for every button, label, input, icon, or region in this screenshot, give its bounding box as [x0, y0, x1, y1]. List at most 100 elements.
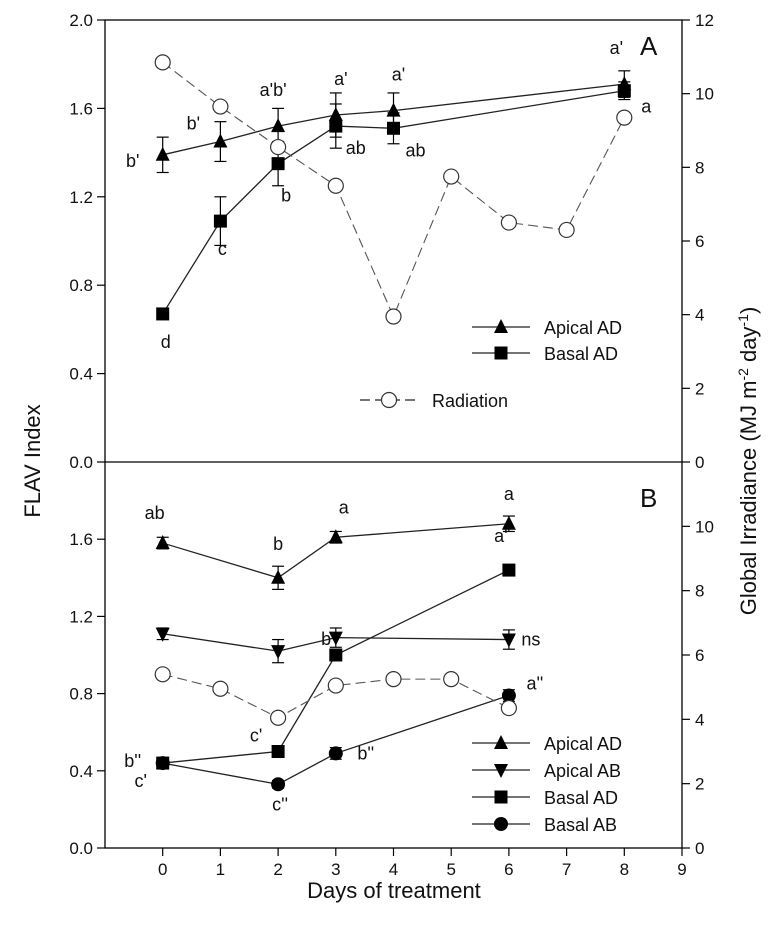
- y-axis-label-right: Global Irradiance (MJ m-2 day-1): [735, 307, 761, 616]
- significance-label: d: [161, 332, 171, 352]
- y-tick-label-right: 6: [695, 232, 704, 251]
- legend-marker: [494, 346, 508, 360]
- data-point: [271, 569, 286, 584]
- series-line: [162, 569, 510, 764]
- significance-label: b': [321, 629, 334, 649]
- y-tick-label-left: 0.4: [69, 365, 93, 384]
- legend-label: Basal AD: [544, 344, 618, 364]
- series-line: [162, 83, 625, 156]
- x-tick-label: 8: [620, 860, 629, 879]
- series-basal-ad-p1: d c b ab ab a: [156, 81, 652, 352]
- data-point: [271, 118, 286, 133]
- y-tick-label-right: 6: [695, 646, 704, 665]
- data-point: [329, 648, 343, 662]
- legend-item: Basal AD: [472, 788, 618, 808]
- x-tick-label: 0: [158, 860, 167, 879]
- y-tick-label-left: 1.6: [69, 530, 93, 549]
- legend-item: Radiation: [360, 391, 508, 411]
- y-tick-label-right: 10: [695, 517, 714, 536]
- legend-item: Apical AD: [472, 318, 622, 338]
- legend-label: Apical AD: [544, 318, 622, 338]
- significance-label: a: [504, 484, 515, 504]
- significance-label: a'b': [260, 80, 287, 100]
- significance-label: c': [250, 726, 262, 746]
- legend-label: Radiation: [432, 391, 508, 411]
- data-point: [558, 221, 575, 239]
- y-tick-label-right: 4: [695, 710, 704, 729]
- y-tick-label-left: 0.8: [69, 276, 93, 295]
- data-point: [212, 680, 229, 697]
- y-tick-label-left: 0.4: [69, 762, 93, 781]
- series-line: [162, 90, 625, 315]
- panel-label-a: A: [640, 31, 658, 61]
- data-point: [155, 756, 170, 771]
- data-point: [271, 777, 286, 792]
- legend-marker: [494, 790, 508, 804]
- data-point: [271, 745, 285, 758]
- significance-label: ab: [145, 503, 165, 523]
- legend-marker: [494, 817, 508, 831]
- y-axis-label-left: FLAV Index: [20, 404, 45, 517]
- series-line: [162, 694, 510, 785]
- data-point: [155, 627, 170, 642]
- data-point: [154, 54, 171, 71]
- data-point: [156, 307, 170, 321]
- series-apical-ab-p2: ns: [155, 627, 540, 664]
- data-point: [155, 146, 170, 161]
- x-tick-label: 9: [677, 860, 686, 879]
- y-tick-label-left: 2.0: [69, 11, 93, 30]
- x-tick-label: 5: [446, 860, 455, 879]
- y-tick-label-left: 1.6: [69, 99, 93, 118]
- x-tick-label: 2: [273, 860, 282, 879]
- significance-label: c: [218, 239, 227, 259]
- series-basal-ab-p2: c' c'' b'' a'': [134, 674, 543, 815]
- significance-label: b': [187, 114, 200, 134]
- legend-marker: [494, 735, 508, 749]
- legend-label: Apical AD: [544, 734, 622, 754]
- y-tick-label-right: 2: [695, 379, 704, 398]
- y-tick-label-left: 0.0: [69, 839, 93, 858]
- significance-label: ab: [346, 138, 366, 158]
- x-tick-label: 7: [562, 860, 571, 879]
- x-tick-label: 6: [504, 860, 513, 879]
- data-point: [502, 563, 516, 577]
- data-point: [155, 535, 170, 550]
- significance-label: a: [339, 497, 350, 517]
- series-radiation-p2: [154, 666, 517, 726]
- y-tick-label-left: 1.2: [69, 607, 93, 626]
- legend-marker: [494, 319, 508, 333]
- significance-label: b': [126, 151, 139, 171]
- data-point: [501, 633, 516, 648]
- y-tick-label-right: 0: [695, 839, 704, 858]
- x-axis-label: Days of treatment: [307, 878, 481, 903]
- significance-label: ns: [521, 630, 540, 650]
- data-point: [385, 671, 402, 688]
- legend-item: Apical AB: [472, 761, 621, 781]
- data-point: [443, 671, 460, 688]
- data-point: [500, 214, 517, 231]
- y-tick-label-left: 0.0: [69, 453, 93, 472]
- y-tick-label-left: 1.2: [69, 188, 93, 207]
- panel-label-b: B: [640, 483, 657, 513]
- legend-item: Basal AB: [472, 815, 617, 835]
- series-radiation-p1: [154, 54, 633, 325]
- series-apical-ad-p2: ab b a a: [145, 484, 516, 590]
- significance-label: a'': [526, 674, 543, 694]
- data-point: [327, 177, 344, 194]
- data-point: [328, 631, 343, 646]
- y-tick-label-right: 8: [695, 158, 704, 177]
- data-point: [328, 746, 343, 761]
- data-point: [327, 677, 344, 694]
- legend-marker: [380, 391, 398, 409]
- significance-label: b: [281, 186, 291, 206]
- y-tick-label-left: 0.8: [69, 685, 93, 704]
- data-point: [387, 121, 400, 135]
- y-tick-label-right: 8: [695, 582, 704, 601]
- significance-label: b'': [124, 751, 141, 771]
- data-point: [154, 666, 171, 683]
- data-point: [329, 119, 343, 133]
- significance-label: a': [494, 526, 507, 546]
- series-line: [162, 633, 509, 652]
- data-point: [328, 529, 343, 544]
